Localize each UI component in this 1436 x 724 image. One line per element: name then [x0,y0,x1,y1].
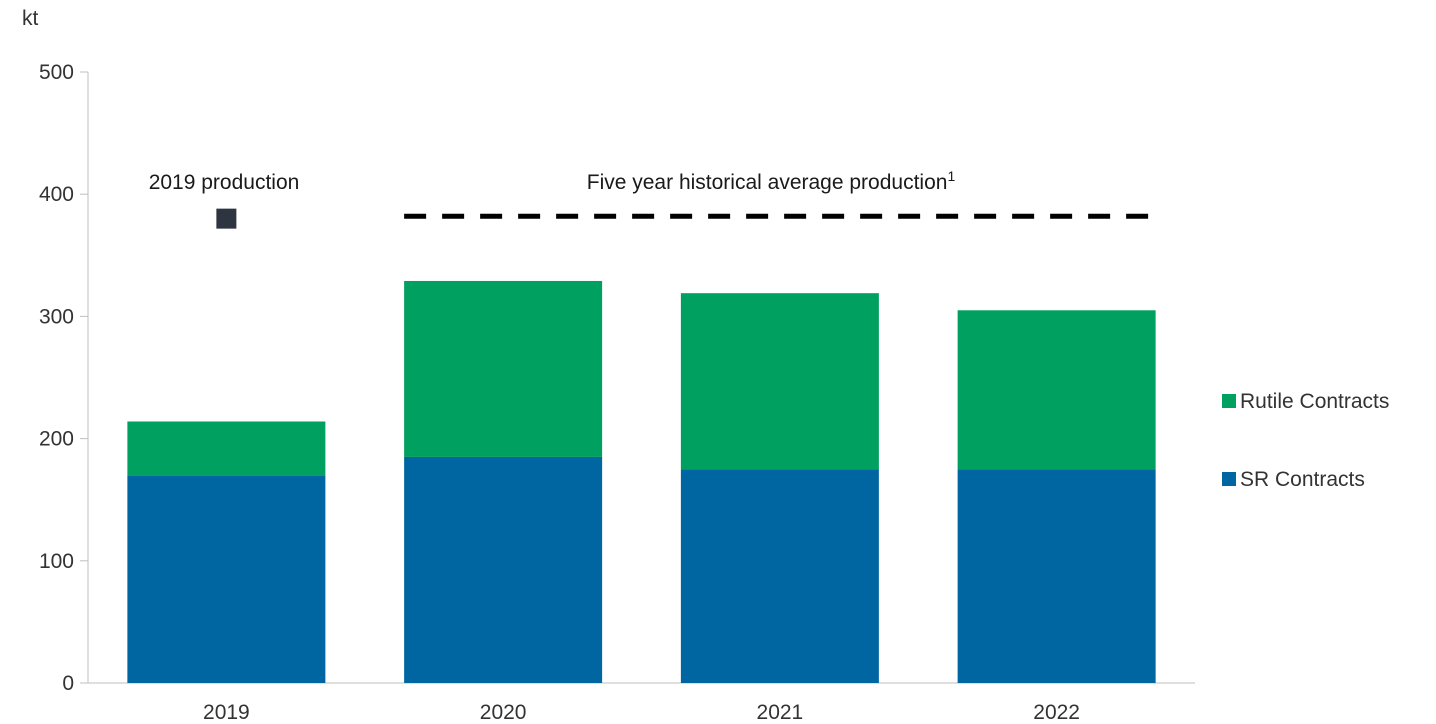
historical-average-text: Five year historical average production [587,171,948,194]
x-tick-label: 2021 [757,701,804,724]
bar-sr-contracts-2019 [127,475,326,683]
y-axis: 0 100 200 300 400 500 [39,61,89,695]
legend-label-sr-contracts: SR Contracts [1240,468,1365,491]
y-tick-label: 400 [39,183,74,206]
x-tick-label: 2019 [203,701,250,724]
bar-sr-contracts-2021 [680,469,879,683]
production-2019-marker [216,208,237,229]
y-tick-label: 300 [39,305,74,328]
y-tick-label: 100 [39,550,74,573]
bar-rutile-contracts-2021 [680,293,879,470]
y-tick-label: 200 [39,428,74,451]
legend-label-rutile-contracts: Rutile Contracts [1240,390,1389,413]
production-2019-label: 2019 production [149,171,300,194]
bar-rutile-contracts-2019 [127,421,326,476]
y-tick-label: 0 [62,672,74,695]
annotations: 2019 production Five year historical ave… [149,168,1156,229]
y-tick-label: 500 [39,61,74,84]
x-tick-label: 2022 [1033,701,1080,724]
x-axis: 2019 2020 2021 2022 [88,682,1195,724]
legend-swatch-rutile-contracts [1222,394,1236,408]
bar-sr-contracts-2020 [404,456,603,683]
bar-sr-contracts-2022 [957,469,1156,683]
y-axis-unit-label: kt [22,7,39,30]
bars [127,280,1156,683]
historical-average-footnote: 1 [947,168,955,184]
x-tick-label: 2020 [480,701,527,724]
historical-average-label: Five year historical average production1 [587,168,956,194]
legend: Rutile Contracts SR Contracts [1222,390,1389,491]
bar-rutile-contracts-2020 [404,280,603,457]
bar-rutile-contracts-2022 [957,310,1156,470]
legend-swatch-sr-contracts [1222,472,1236,486]
